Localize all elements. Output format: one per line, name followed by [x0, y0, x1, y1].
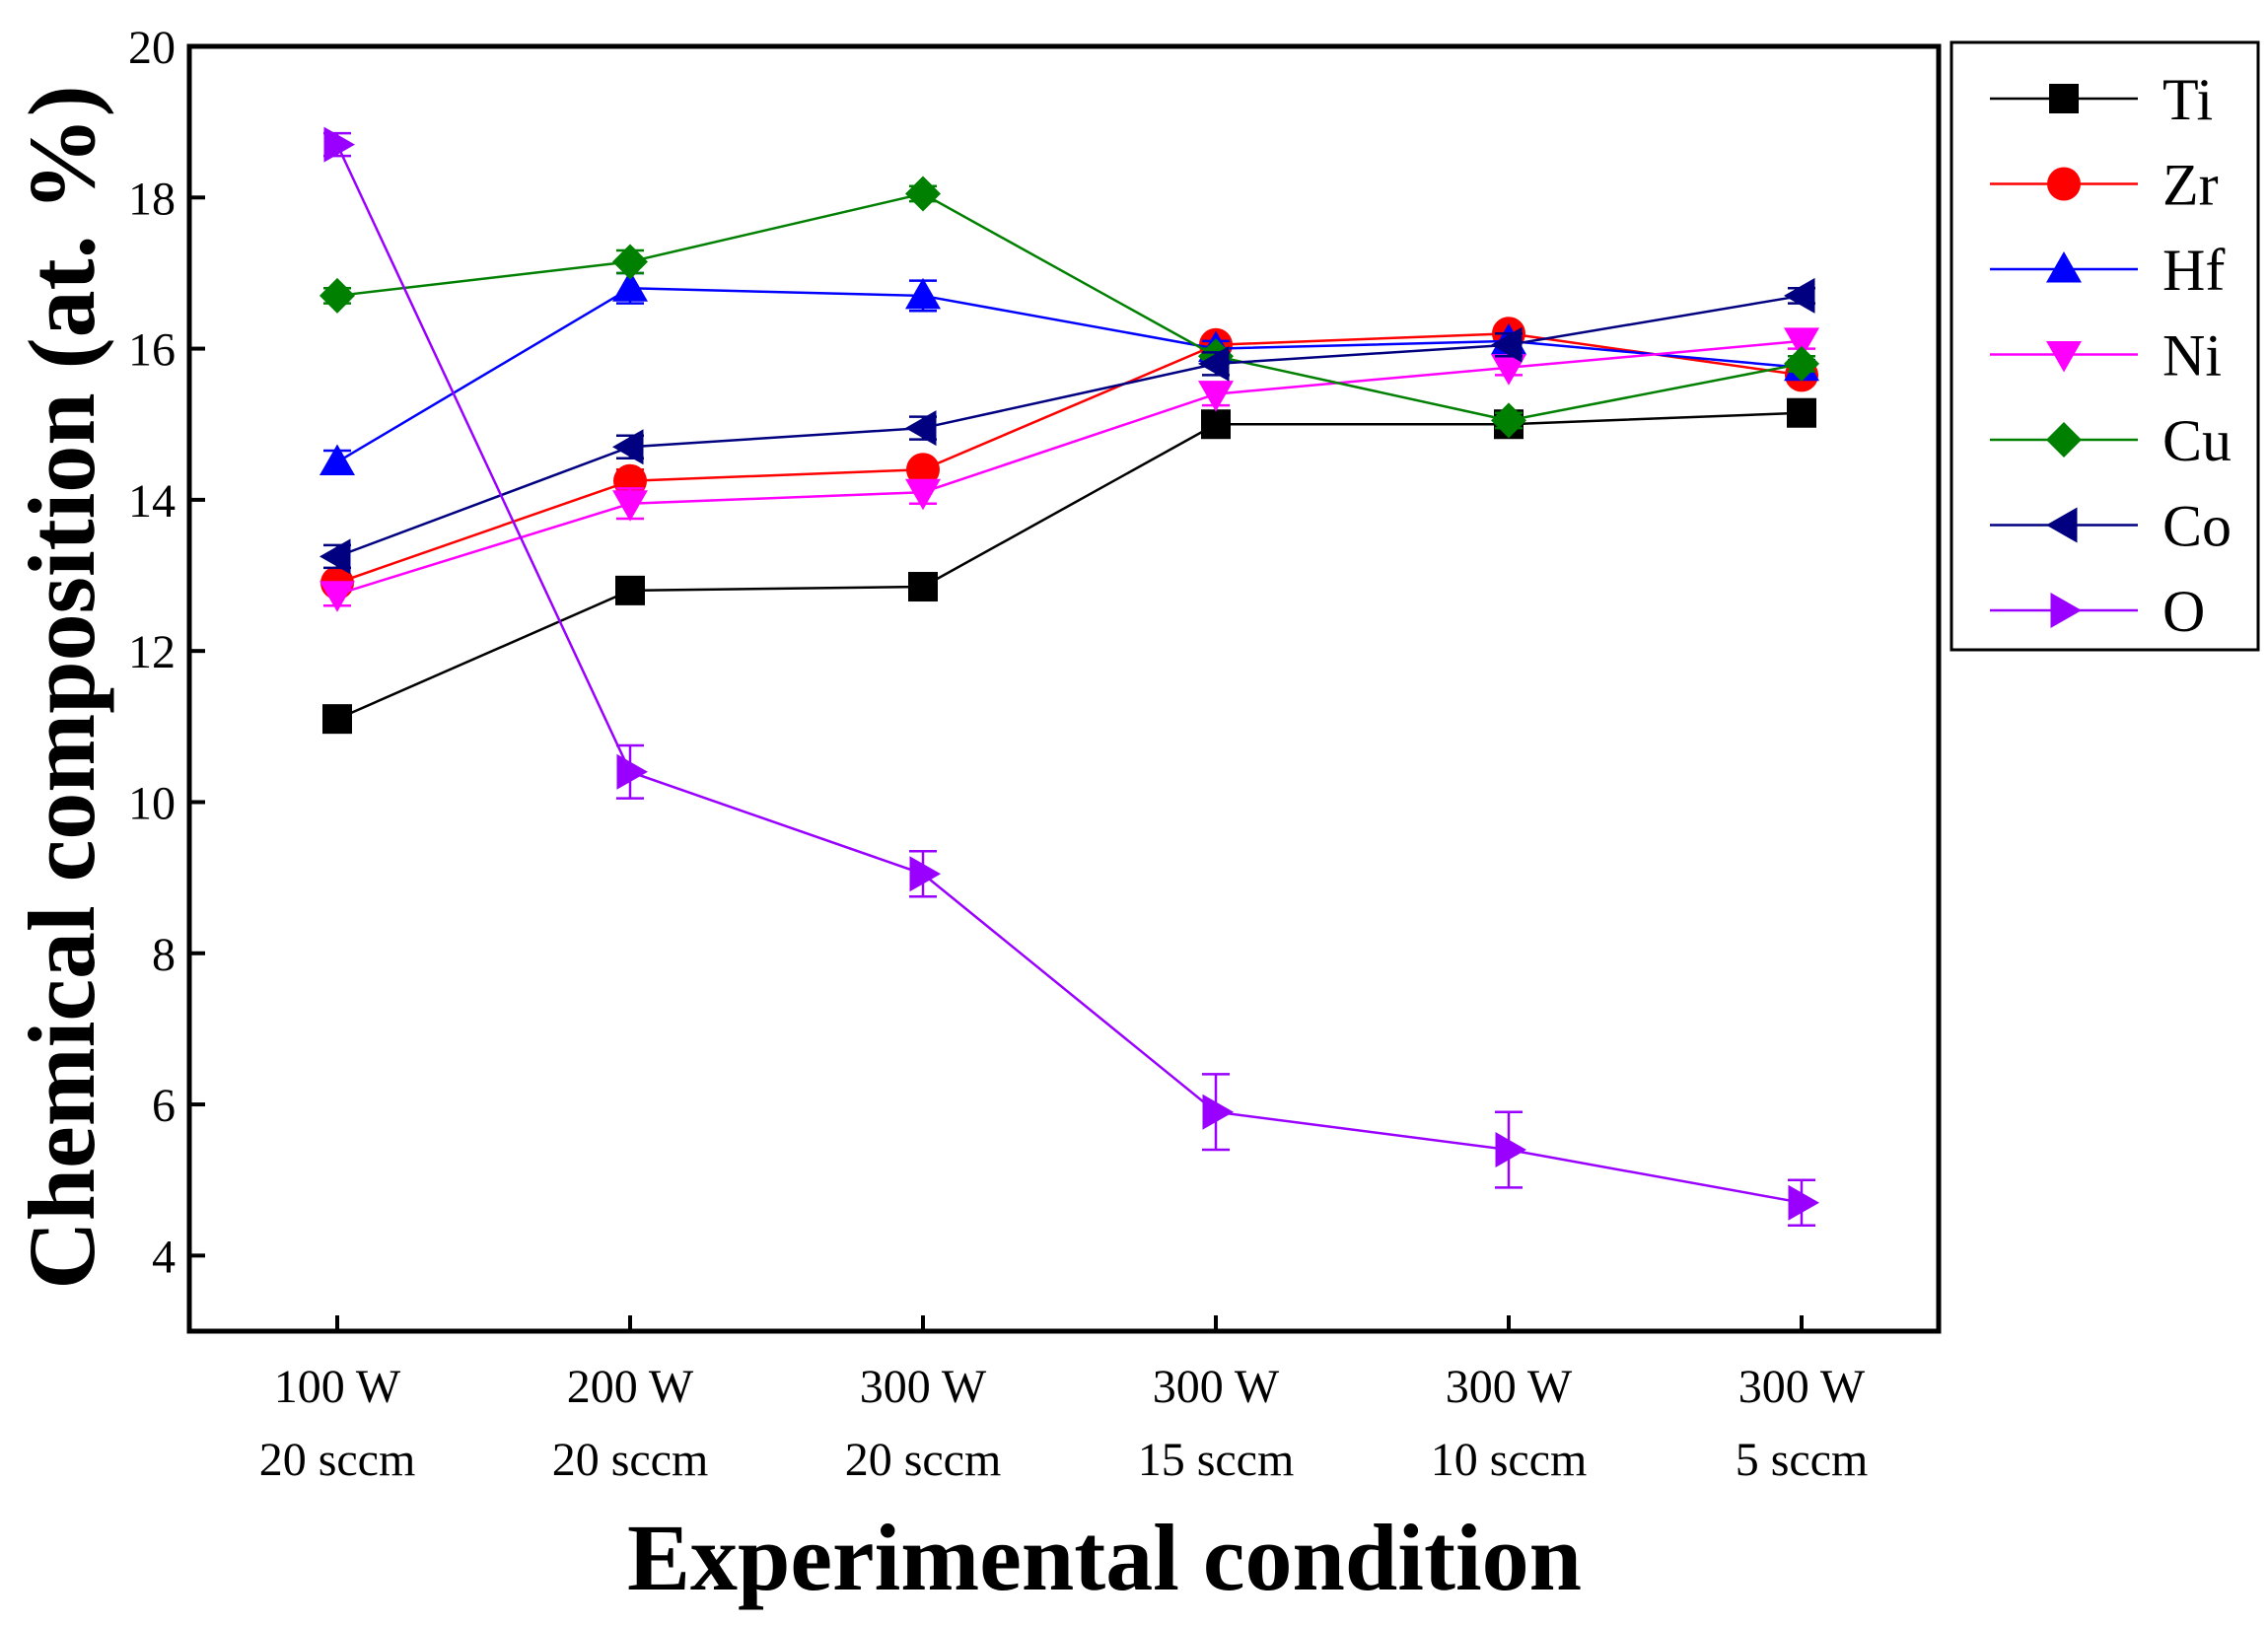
y-tick-label: 14: [128, 475, 176, 528]
legend-marker: [2047, 167, 2081, 201]
series-line: [336, 287, 1803, 463]
legend-marker: [2049, 84, 2079, 113]
x-tick-label: 15 sccm: [1138, 1434, 1295, 1486]
y-axis: 4 6 8 10 12 14 16 18 20: [128, 22, 205, 1283]
data-point: [905, 277, 941, 310]
data-point: [322, 704, 352, 735]
legend-marker: [2046, 251, 2082, 283]
series-co: [319, 277, 1815, 575]
data-point: [1784, 345, 1819, 382]
data-point: [1784, 327, 1819, 359]
legend-label: Ti: [2162, 67, 2213, 132]
data-point: [1201, 409, 1231, 440]
data-point: [1495, 1132, 1526, 1168]
series-ni: [319, 327, 1819, 612]
series-line: [336, 411, 1803, 721]
data-point: [908, 572, 938, 602]
series-line: [335, 144, 1803, 1204]
legend-label: Zr: [2162, 153, 2219, 218]
legend-label: Ni: [2162, 323, 2222, 389]
data-point: [319, 277, 355, 314]
data-point: [612, 270, 648, 302]
legend-item-zr: Zr: [1990, 153, 2219, 218]
x-tick-label: 300 W: [1738, 1361, 1866, 1413]
x-tick-label: 5 sccm: [1736, 1434, 1869, 1486]
y-tick-label: 6: [152, 1080, 176, 1132]
legend: Ti Zr Hf Ni Cu Co O: [1949, 40, 2260, 652]
legend-item-ti: Ti: [1990, 67, 2213, 132]
y-axis-title: Chemical composition (at. %): [9, 85, 114, 1289]
legend-label: O: [2162, 579, 2205, 644]
x-tick-label: 300 W: [1446, 1361, 1573, 1413]
legend-marker: [2050, 593, 2082, 628]
data-point: [612, 490, 648, 522]
y-tick-label: 10: [128, 777, 176, 829]
x-axis: 100 W 20 sccm 200 W 20 sccm 300 W 20 sccm 300 …: [259, 1315, 1869, 1486]
series-line: [336, 192, 1803, 422]
x-tick-label: 20 sccm: [259, 1434, 416, 1486]
data-point: [612, 244, 648, 280]
y-tick-label: 8: [152, 929, 176, 981]
legend-item-co: Co: [1990, 494, 2232, 559]
data-point: [1784, 277, 1815, 314]
legend-marker: [2046, 422, 2082, 458]
legend-marker: [2046, 507, 2078, 543]
data-point: [319, 444, 355, 476]
data-point: [1491, 402, 1526, 439]
legend-label: Hf: [2162, 238, 2225, 303]
data-point: [1491, 354, 1526, 386]
y-tick-label: 18: [128, 173, 176, 225]
legend-label: Cu: [2162, 408, 2232, 473]
x-tick-label: 20 sccm: [552, 1434, 709, 1486]
x-tick-label: 10 sccm: [1431, 1434, 1588, 1486]
legend-item-cu: Cu: [1990, 408, 2232, 473]
x-tick-label: 100 W: [274, 1361, 401, 1413]
data-point: [1198, 345, 1230, 382]
data-point: [905, 410, 937, 447]
legend-box: [1949, 40, 2260, 652]
series-o: [323, 126, 1819, 1227]
legend-label: Co: [2162, 494, 2232, 559]
data-point: [1202, 1094, 1234, 1130]
series-line: [336, 332, 1803, 585]
series-line: [336, 339, 1803, 596]
legend-item-ni: Ni: [1990, 323, 2222, 389]
legend-item-o: O: [1990, 579, 2205, 644]
x-tick-label: 200 W: [567, 1361, 694, 1413]
legend-marker: [2046, 341, 2082, 373]
data-point: [905, 478, 941, 511]
x-tick-label: 20 sccm: [845, 1434, 1002, 1486]
x-tick-label: 300 W: [1153, 1361, 1280, 1413]
data-point: [1787, 397, 1816, 428]
x-tick-label: 300 W: [860, 1361, 987, 1413]
y-tick-label: 4: [152, 1231, 176, 1283]
plot-area: [319, 126, 1819, 1227]
data-point: [612, 429, 644, 465]
x-axis-title: Experimental condition: [627, 1505, 1582, 1610]
legend-item-hf: Hf: [1990, 238, 2225, 303]
data-point: [909, 856, 941, 892]
data-point: [1491, 326, 1523, 363]
data-point: [1788, 1184, 1819, 1221]
data-point: [319, 538, 351, 575]
series-line: [336, 294, 1803, 558]
data-point: [323, 126, 355, 163]
y-tick-label: 16: [128, 324, 176, 377]
data-point: [1198, 381, 1234, 412]
data-point: [616, 753, 648, 790]
data-point: [319, 581, 355, 612]
data-point: [615, 575, 645, 605]
y-tick-label: 12: [128, 626, 176, 678]
data-point: [905, 176, 941, 212]
plot-frame: [186, 43, 1942, 1334]
data-point: [906, 453, 940, 487]
y-tick-label: 20: [128, 22, 176, 74]
